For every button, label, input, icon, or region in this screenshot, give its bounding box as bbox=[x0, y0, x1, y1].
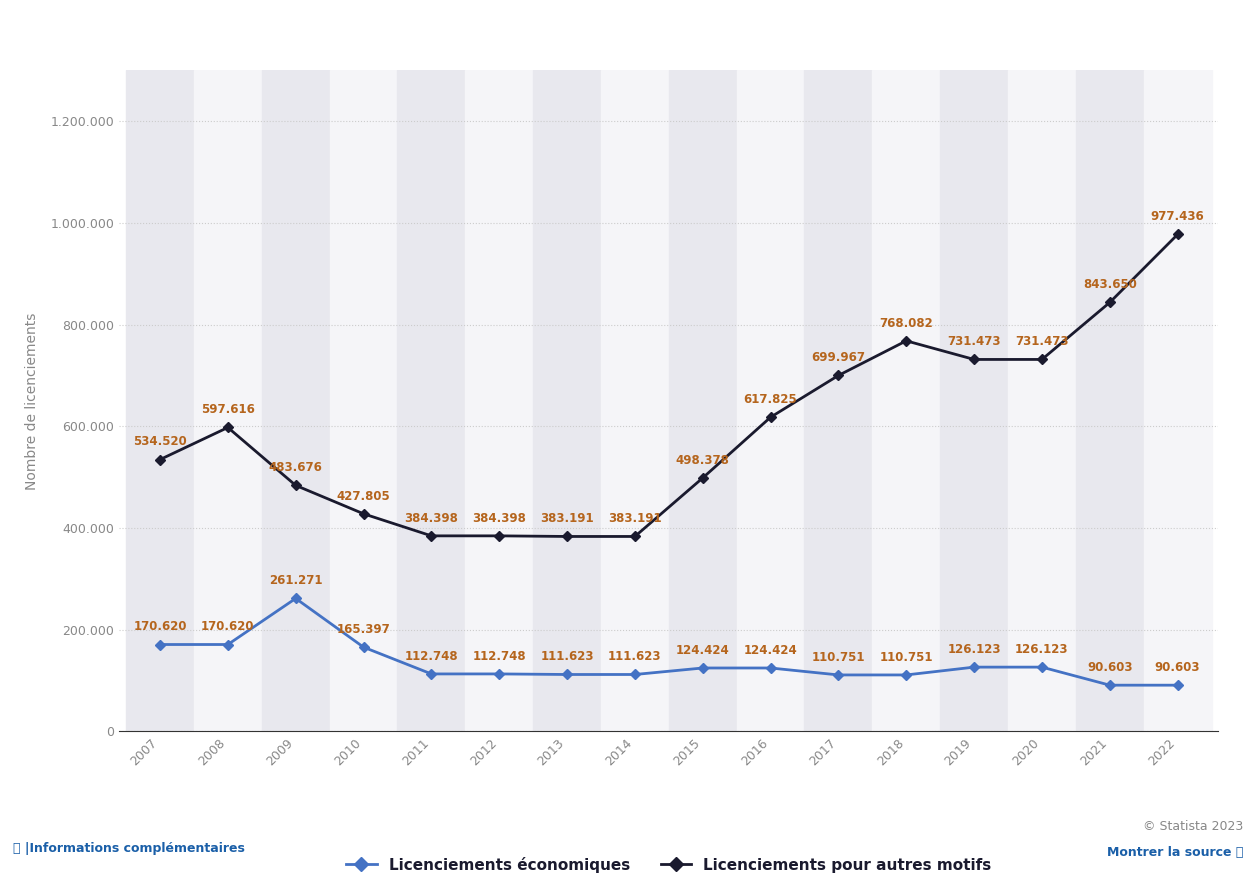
Legend: Licenciements économiques, Licenciements pour autres motifs: Licenciements économiques, Licenciements… bbox=[340, 851, 997, 879]
Bar bbox=[193, 70, 261, 731]
Text: 110.751: 110.751 bbox=[879, 651, 933, 663]
Text: 383.191: 383.191 bbox=[608, 513, 662, 525]
Text: 843.650: 843.650 bbox=[1083, 278, 1137, 292]
Text: 731.473: 731.473 bbox=[1015, 336, 1069, 348]
Text: ⓘ |Informations complémentaires: ⓘ |Informations complémentaires bbox=[13, 841, 245, 855]
Bar bbox=[941, 70, 1009, 731]
Bar bbox=[465, 70, 533, 731]
Text: 427.805: 427.805 bbox=[337, 490, 391, 503]
Bar bbox=[329, 70, 397, 731]
Text: 111.623: 111.623 bbox=[608, 650, 662, 663]
Text: 768.082: 768.082 bbox=[879, 317, 933, 329]
Text: 126.123: 126.123 bbox=[1015, 643, 1069, 656]
Text: 111.623: 111.623 bbox=[540, 650, 594, 663]
Text: 483.676: 483.676 bbox=[269, 462, 323, 474]
Text: 261.271: 261.271 bbox=[269, 574, 323, 588]
Bar bbox=[533, 70, 600, 731]
Bar bbox=[600, 70, 669, 731]
Text: 112.748: 112.748 bbox=[404, 650, 458, 663]
Bar bbox=[805, 70, 873, 731]
Text: 110.751: 110.751 bbox=[811, 651, 865, 663]
Text: 977.436: 977.436 bbox=[1150, 211, 1205, 223]
Text: 384.398: 384.398 bbox=[404, 512, 458, 525]
Bar bbox=[1076, 70, 1144, 731]
Text: 90.603: 90.603 bbox=[1154, 661, 1201, 674]
Text: 383.191: 383.191 bbox=[540, 513, 594, 525]
Bar bbox=[669, 70, 737, 731]
Bar bbox=[1009, 70, 1076, 731]
Bar bbox=[873, 70, 941, 731]
Text: 126.123: 126.123 bbox=[947, 643, 1001, 656]
Text: 534.520: 534.520 bbox=[133, 435, 187, 448]
Bar bbox=[126, 70, 193, 731]
Bar bbox=[261, 70, 329, 731]
Text: 124.424: 124.424 bbox=[676, 644, 730, 657]
Bar bbox=[397, 70, 465, 731]
Text: 170.620: 170.620 bbox=[201, 620, 255, 633]
Y-axis label: Nombre de licenciements: Nombre de licenciements bbox=[25, 312, 39, 490]
Text: 699.967: 699.967 bbox=[811, 352, 865, 365]
Text: 597.616: 597.616 bbox=[201, 403, 255, 417]
Text: © Statista 2023: © Statista 2023 bbox=[1143, 819, 1243, 833]
Bar bbox=[1144, 70, 1212, 731]
Text: 384.398: 384.398 bbox=[472, 512, 526, 525]
Bar bbox=[737, 70, 805, 731]
Text: Montrer la source ⓘ: Montrer la source ⓘ bbox=[1107, 846, 1243, 859]
Text: 165.397: 165.397 bbox=[337, 623, 391, 636]
Text: 617.825: 617.825 bbox=[744, 393, 798, 406]
Text: 124.424: 124.424 bbox=[744, 644, 798, 657]
Text: 731.473: 731.473 bbox=[947, 336, 1001, 348]
Text: 112.748: 112.748 bbox=[472, 650, 526, 663]
Text: 90.603: 90.603 bbox=[1086, 661, 1133, 674]
Text: 170.620: 170.620 bbox=[133, 620, 187, 633]
Text: 498.378: 498.378 bbox=[676, 454, 730, 467]
